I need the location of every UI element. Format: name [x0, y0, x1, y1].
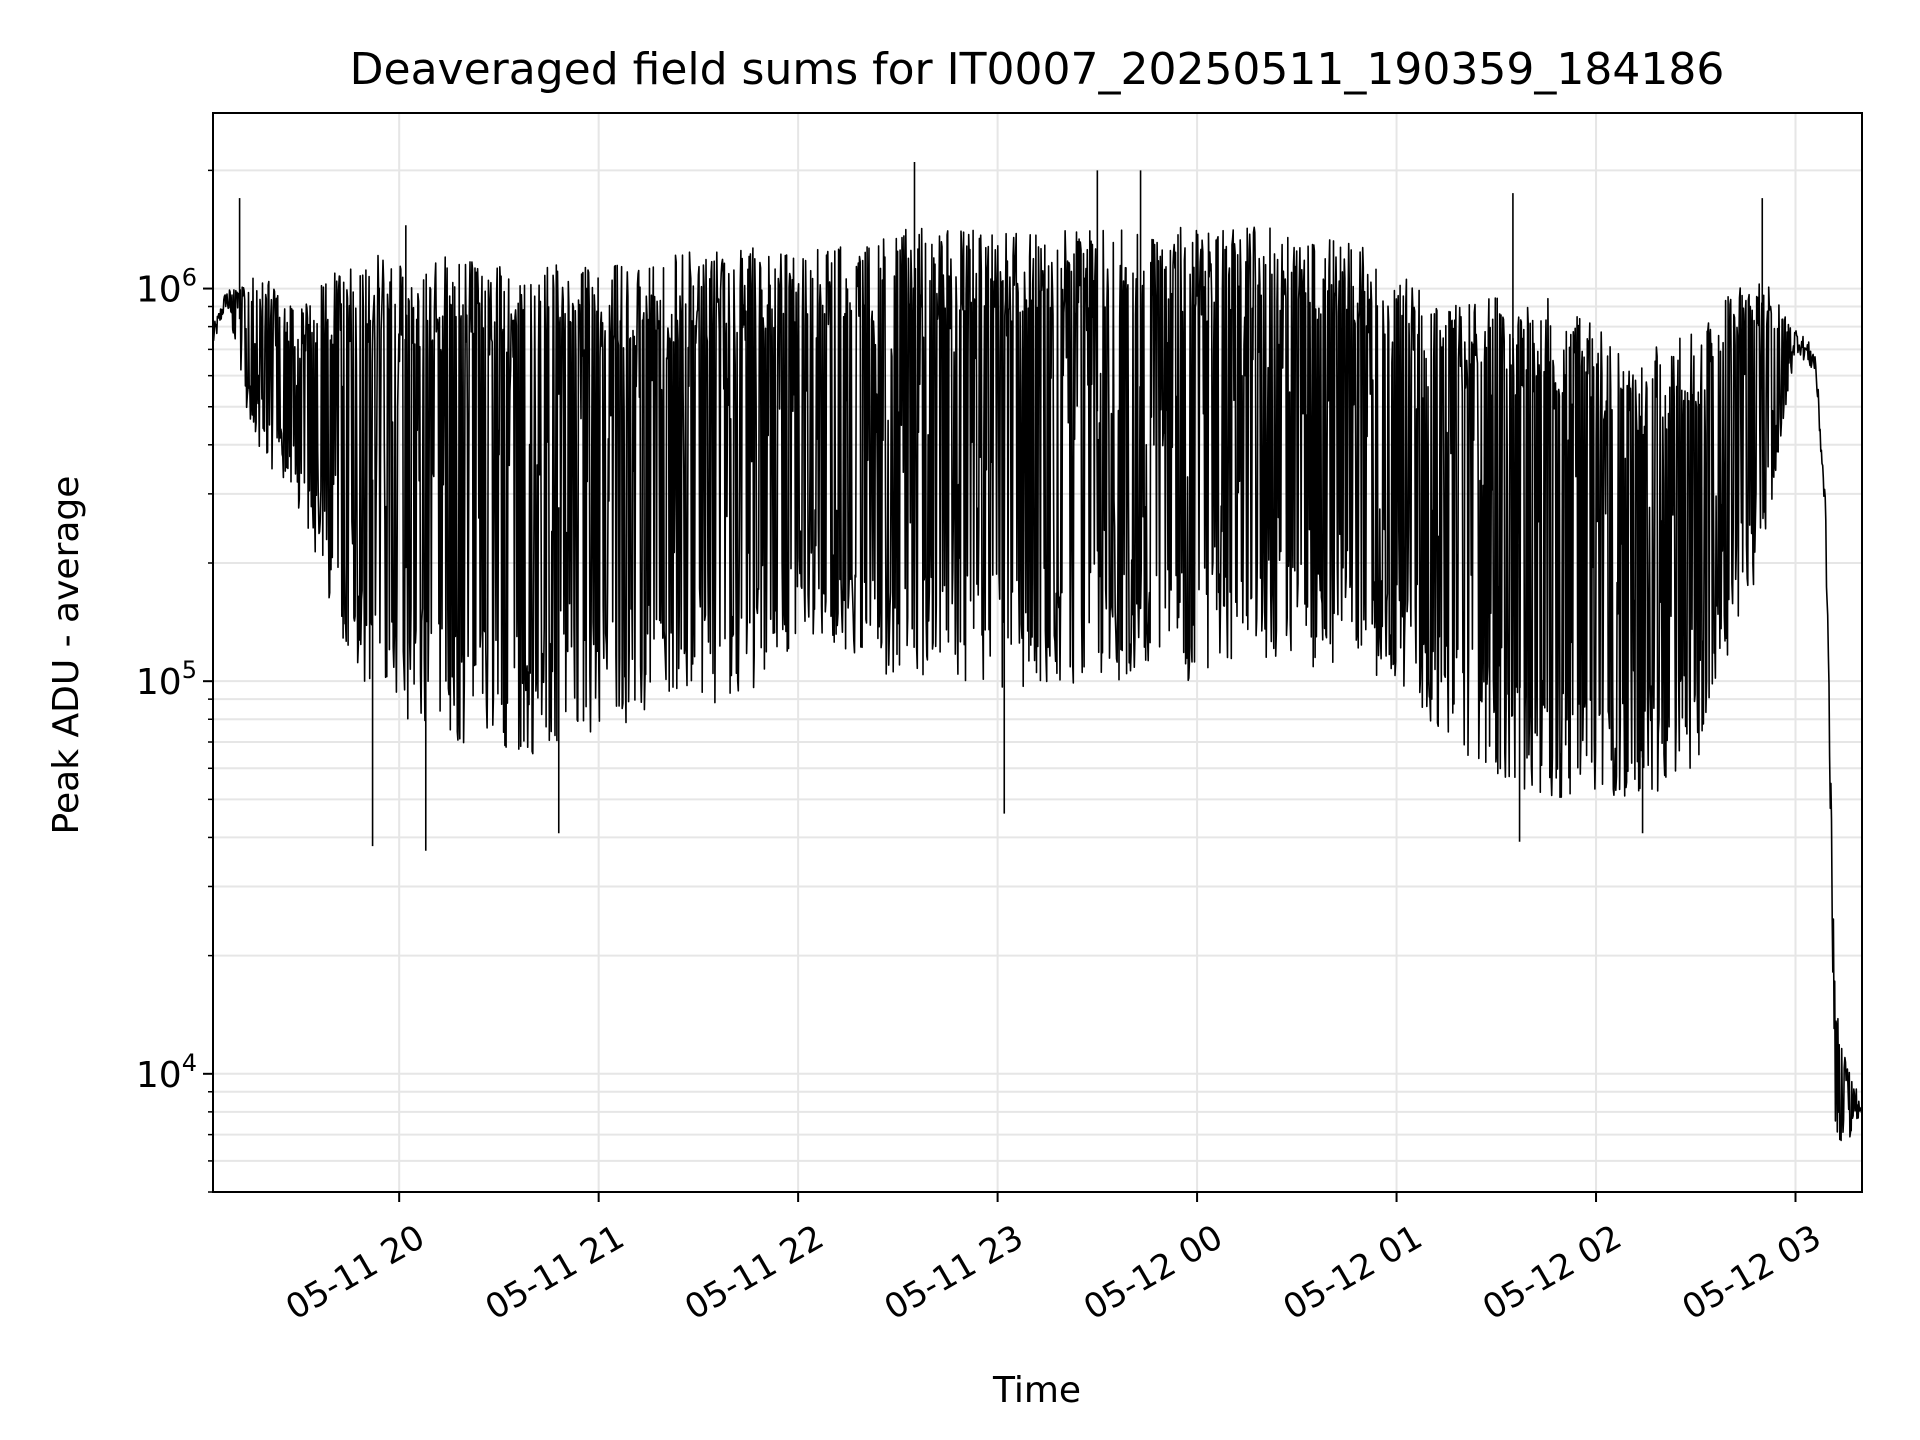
series-trace	[212, 226, 1863, 1142]
y-tick-label: 106	[136, 264, 197, 311]
y-tick-label: 104	[136, 1049, 197, 1096]
y-axis-label: Peak ADU - average	[46, 476, 87, 835]
y-axis: 104 105 106	[136, 169, 213, 1193]
y-tick-label: 105	[136, 656, 197, 703]
x-axis-label: Time	[992, 1370, 1081, 1411]
chart-title: Deaveraged field sums for IT0007_2025051…	[350, 44, 1725, 95]
plot-frame	[212, 112, 1863, 1193]
series-line	[212, 162, 1863, 1142]
